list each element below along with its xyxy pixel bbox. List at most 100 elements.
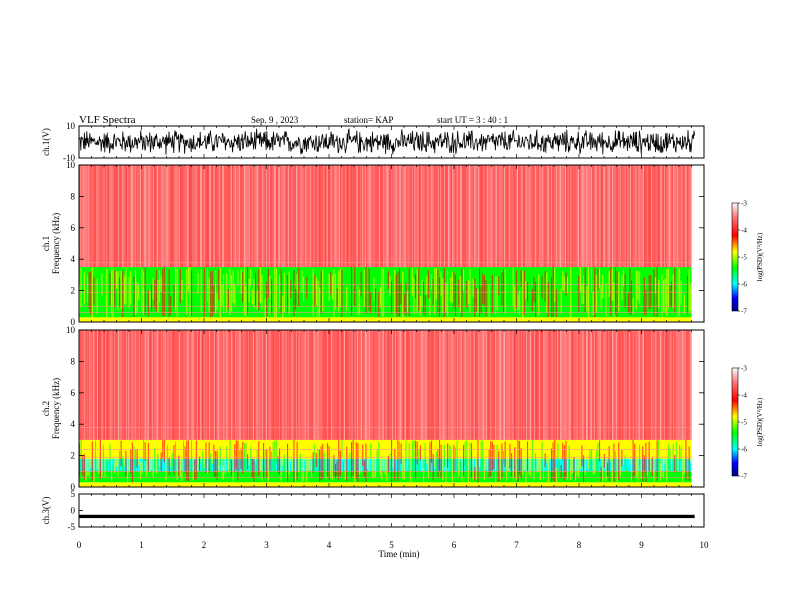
ch1-spectrogram-texture — [688, 165, 690, 268]
ch1-spectrogram-texture — [680, 165, 682, 268]
ch2-spectrogram-texture — [586, 440, 588, 461]
ch2-spectrogram-texture — [231, 459, 233, 476]
ch2-spectrogram-texture — [439, 440, 441, 471]
ch2-spectrogram-texture — [312, 451, 314, 474]
ch1-spectrogram-texture — [512, 267, 514, 307]
ch2-spectrogram-texture — [376, 449, 378, 478]
ch1-spectrogram-texture — [440, 271, 442, 296]
ch2-spectrogram-texture — [645, 330, 647, 440]
x-tick-label: 6 — [452, 540, 457, 550]
ch2-spectrogram-texture — [482, 330, 483, 440]
ch2-spectrogram-texture — [394, 449, 396, 481]
ch2-spectrogram-texture — [138, 451, 140, 466]
ch2-spectrogram-texture — [248, 330, 249, 440]
ch2-spectrogram-texture — [440, 444, 442, 479]
ch1-spectrogram-texture — [157, 165, 158, 268]
ch1-spectrogram-texture — [359, 165, 361, 268]
ch2-spectrogram-texture — [666, 442, 668, 482]
ch1-spectrogram-texture — [120, 270, 122, 309]
ch2-spectrogram-texture — [483, 330, 485, 440]
ch1-spectrogram-texture — [259, 165, 261, 268]
ch2-spectrogram-texture — [394, 330, 396, 440]
ch2-spectrogram-texture — [189, 458, 191, 480]
ch2-spectrogram-texture — [556, 330, 557, 440]
ch2-spectrogram-texture — [170, 452, 172, 467]
ch1-spectrogram-texture — [199, 271, 201, 317]
ch1-spectrogram-texture — [445, 165, 447, 268]
ch2-spectrogram-texture — [599, 330, 600, 440]
ch2-spectrogram-texture — [245, 330, 247, 440]
ch2-spectrogram-texture — [361, 330, 362, 440]
ch2-spectrogram-texture — [338, 440, 340, 480]
ch2-spectrogram-texture — [661, 441, 663, 477]
ch1-spectrogram-texture — [107, 284, 109, 305]
ch2-spectrogram-texture — [687, 330, 689, 440]
ch1-spectrogram-texture — [372, 165, 374, 268]
ch2-spectrogram-texture — [647, 330, 648, 440]
ch1-spectrogram-texture — [569, 165, 570, 268]
ch1-spectrogram-texture — [538, 274, 540, 316]
ch2-spectrogram-texture — [435, 330, 436, 440]
ch1-spectrogram-texture — [166, 165, 167, 268]
ch1-spectrogram-texture — [670, 165, 672, 268]
ch2-spectrogram-texture — [277, 456, 279, 473]
ch1-spectrogram-texture — [185, 165, 187, 268]
ch2-spectrogram-texture — [498, 451, 500, 482]
ch1-spectrogram-texture — [528, 278, 530, 310]
ch2-spectrogram-texture — [151, 446, 153, 470]
ch1-spectrogram-texture — [511, 165, 513, 268]
ch2-spectrogram-texture — [411, 330, 413, 440]
ch1-spectrogram-texture — [332, 165, 334, 268]
ch1-spectrogram-texture — [150, 165, 152, 268]
ch1-spectrogram-texture — [88, 165, 89, 268]
ch1-spectrogram-texture — [641, 165, 643, 268]
ch2-spectrogram-texture — [253, 459, 255, 482]
ch2-spectrogram-texture — [384, 441, 386, 475]
ch2-spectrogram-texture — [170, 330, 171, 440]
ch2-spectrogram-texture — [525, 439, 527, 483]
ch1-spectrogram-texture — [248, 165, 249, 268]
ch2-spectrogram-texture — [688, 446, 690, 481]
ch2-spectrogram-texture — [493, 330, 495, 440]
ch2-spectrogram-texture — [477, 439, 479, 483]
ch2-spectrogram-texture — [579, 330, 581, 440]
ch1-spectrogram-texture — [570, 165, 572, 268]
ch1-spectrogram-texture — [206, 165, 208, 268]
ch2-spectrogram-texture — [495, 330, 496, 440]
ch2-spectrogram-texture — [240, 448, 242, 469]
ch1-spectrogram-texture — [523, 270, 525, 316]
ch2-spectrogram-texture — [197, 440, 199, 471]
ch1-spectrogram-texture — [297, 165, 299, 268]
ch1-spectrogram-texture — [635, 270, 637, 310]
ch2-spectrogram-texture — [198, 330, 200, 440]
ch1-spectrogram-texture — [165, 267, 167, 296]
ch2-spectrogram-texture — [617, 330, 618, 440]
ch1-spectrogram-texture — [608, 270, 610, 297]
ch2-spectrogram-texture — [168, 457, 170, 475]
ch2-spectrogram-texture — [133, 446, 135, 469]
ch2-spectrogram-texture — [138, 330, 140, 440]
ch2-spectrogram-texture — [211, 330, 213, 440]
ch2-spectrogram-texture — [95, 330, 97, 440]
ch1-spectrogram-texture — [445, 283, 447, 312]
ch2-spectrogram-texture — [349, 452, 351, 481]
ch1-spectrogram-texture — [287, 275, 289, 314]
ch1-spectrogram-texture — [223, 165, 225, 268]
ch2-spectrogram-texture — [627, 330, 629, 440]
ch1-spectrogram-texture — [352, 285, 354, 317]
ch2-spectrogram-texture — [200, 441, 202, 465]
ch2-spectrogram-texture — [551, 448, 553, 482]
ch2-spectrogram-texture — [431, 440, 433, 463]
ch2-spectrogram-texture — [524, 330, 526, 440]
ch2-spectrogram-texture — [208, 442, 210, 473]
ch2-spectrogram-texture — [452, 330, 453, 440]
ch2-spectrogram-texture — [80, 440, 82, 474]
ch1-spectrogram-texture — [247, 267, 249, 315]
ch1-spectrogram-texture — [263, 165, 265, 268]
ch2-spectrogram-texture — [115, 440, 117, 467]
ch2-spectrogram-texture — [203, 330, 205, 440]
ch1-spectrogram-texture — [264, 165, 266, 268]
ch2-spectrogram-texture — [457, 330, 459, 440]
ch1-spectrogram-texture — [385, 165, 387, 268]
ch2-spectrogram-texture — [205, 442, 207, 473]
